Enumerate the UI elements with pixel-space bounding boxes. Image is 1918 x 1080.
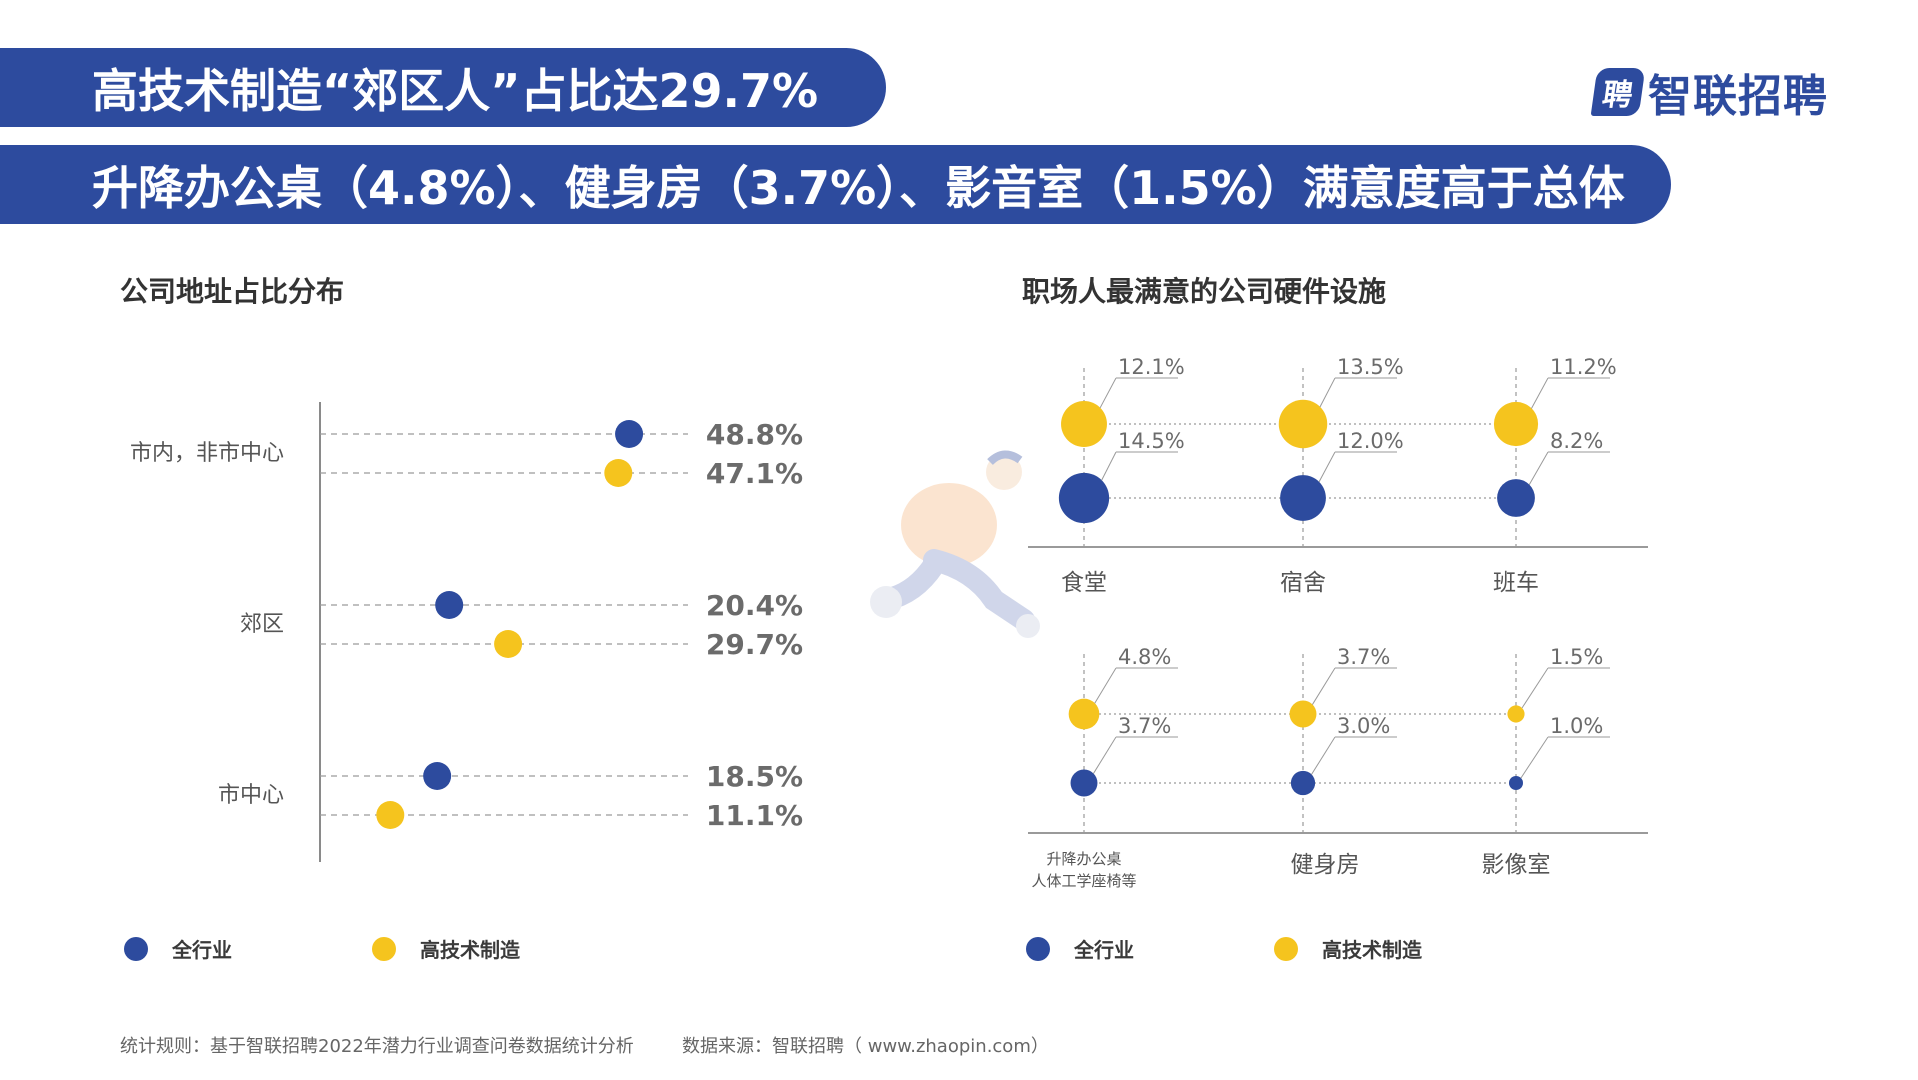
data-point: [1497, 479, 1535, 517]
legend-label: 高技术制造: [420, 938, 520, 962]
footer-source: 数据来源：智联招聘（ www.zhaopin.com）: [682, 1036, 1049, 1057]
data-point: [1070, 769, 1098, 797]
data-point: [423, 762, 452, 790]
value-label: 1.5%: [1550, 645, 1603, 669]
data-point: [1507, 705, 1525, 723]
right-chart-title: 职场人最满意的公司硬件设施: [1022, 275, 1387, 308]
legend-label: 高技术制造: [1322, 938, 1422, 962]
category-label: 班车: [1493, 570, 1539, 596]
label-leader: [1319, 377, 1336, 408]
value-label: 1.0%: [1550, 714, 1603, 738]
category-label: 健身房: [1291, 852, 1360, 878]
left-legend-all-industry: 全行业: [124, 934, 232, 963]
logo-text: 智联招聘: [1648, 71, 1828, 122]
zhaopin-logo: 聘 智联招聘: [1590, 60, 1828, 124]
value-label: 3.7%: [1118, 714, 1171, 738]
location-distribution-chart: 市内，非市中心 48.8% 47.1% 郊区 20.4% 29.7% 市中心 18.5% 11.…: [130, 402, 803, 862]
category-label: 市中心: [218, 783, 284, 808]
value-label: 3.7%: [1337, 645, 1390, 669]
value-label: 4.8%: [1118, 645, 1171, 669]
label-leader: [1092, 736, 1117, 774]
value-label: 12.1%: [1118, 355, 1185, 379]
running-person-illustration: [870, 450, 1040, 638]
footer-rule: 统计规则：基于智联招聘2022年潜力行业调查问卷数据统计分析: [120, 1036, 634, 1057]
value-label: 20.4%: [706, 589, 803, 622]
data-point: [1509, 776, 1523, 790]
subheadline-banner: 升降办公桌（4.8%）、健身房（3.7%）、影音室（1.5%）满意度高于总体: [0, 145, 1671, 224]
category-label: 影像室: [1482, 852, 1551, 878]
data-point: [1068, 698, 1100, 730]
label-leader: [1531, 377, 1549, 409]
data-point: [1278, 399, 1328, 449]
category-label: 人体工学座椅等: [1031, 872, 1136, 890]
legend-blue-dot: [1026, 936, 1050, 961]
label-leader: [1318, 451, 1336, 483]
value-label: 13.5%: [1337, 355, 1404, 379]
data-point: [1493, 401, 1539, 447]
value-label: 11.2%: [1550, 355, 1617, 379]
label-leader: [1521, 667, 1549, 709]
category-label: 市内，非市中心: [130, 441, 284, 466]
value-label: 29.7%: [706, 628, 803, 661]
data-point: [494, 630, 523, 658]
logo-mark-icon: 聘: [1590, 68, 1646, 116]
value-label: 11.1%: [706, 799, 803, 832]
legend-label: 全行业: [1074, 938, 1134, 962]
data-point: [615, 420, 644, 448]
right-legend-high-tech: 高技术制造: [1274, 934, 1422, 963]
data-point: [604, 459, 633, 487]
value-label: 18.5%: [706, 760, 803, 793]
label-leader: [1528, 451, 1549, 486]
legend-label: 全行业: [172, 938, 232, 962]
label-leader: [1520, 736, 1549, 779]
data-point: [1289, 700, 1317, 728]
data-point: [435, 591, 464, 619]
value-label: 48.8%: [706, 418, 803, 451]
data-point: [1058, 472, 1110, 524]
legend-blue-dot: [124, 936, 148, 961]
legend-yellow-dot: [1274, 936, 1298, 961]
category-label: 食堂: [1061, 570, 1107, 596]
category-label: 宿舍: [1280, 570, 1326, 596]
right-legend-all-industry: 全行业: [1026, 934, 1134, 963]
data-point: [376, 801, 405, 829]
subheadline-text: 升降办公桌（4.8%）、健身房（3.7%）、影音室（1.5%）满意度高于总体: [92, 160, 1625, 215]
label-leader: [1094, 667, 1117, 704]
data-point: [1061, 401, 1107, 447]
legend-yellow-dot: [372, 936, 396, 961]
value-label: 3.0%: [1337, 714, 1390, 738]
left-legend-high-tech: 高技术制造: [372, 934, 520, 963]
category-label: 郊区: [240, 612, 284, 637]
label-leader: [1311, 667, 1336, 705]
data-point: [1280, 475, 1326, 521]
value-label: 47.1%: [706, 457, 803, 490]
left-chart-title: 公司地址占比分布: [120, 275, 345, 308]
category-label: 升降办公桌: [1046, 850, 1121, 868]
value-label: 8.2%: [1550, 429, 1603, 453]
headline-text: 高技术制造“郊区人”占比达29.7%: [92, 63, 819, 118]
data-point: [1290, 770, 1316, 796]
value-label: 12.0%: [1337, 429, 1404, 453]
label-leader: [1101, 451, 1117, 481]
facilities-top-chart: 12.1% 13.5% 11.2% 14.5% 12.0% 8.2% 食堂 宿舍 班车: [1028, 355, 1648, 596]
label-leader: [1099, 377, 1117, 409]
value-label: 14.5%: [1118, 429, 1185, 453]
label-leader: [1311, 736, 1336, 775]
headline-banner: 高技术制造“郊区人”占比达29.7%: [0, 48, 886, 127]
